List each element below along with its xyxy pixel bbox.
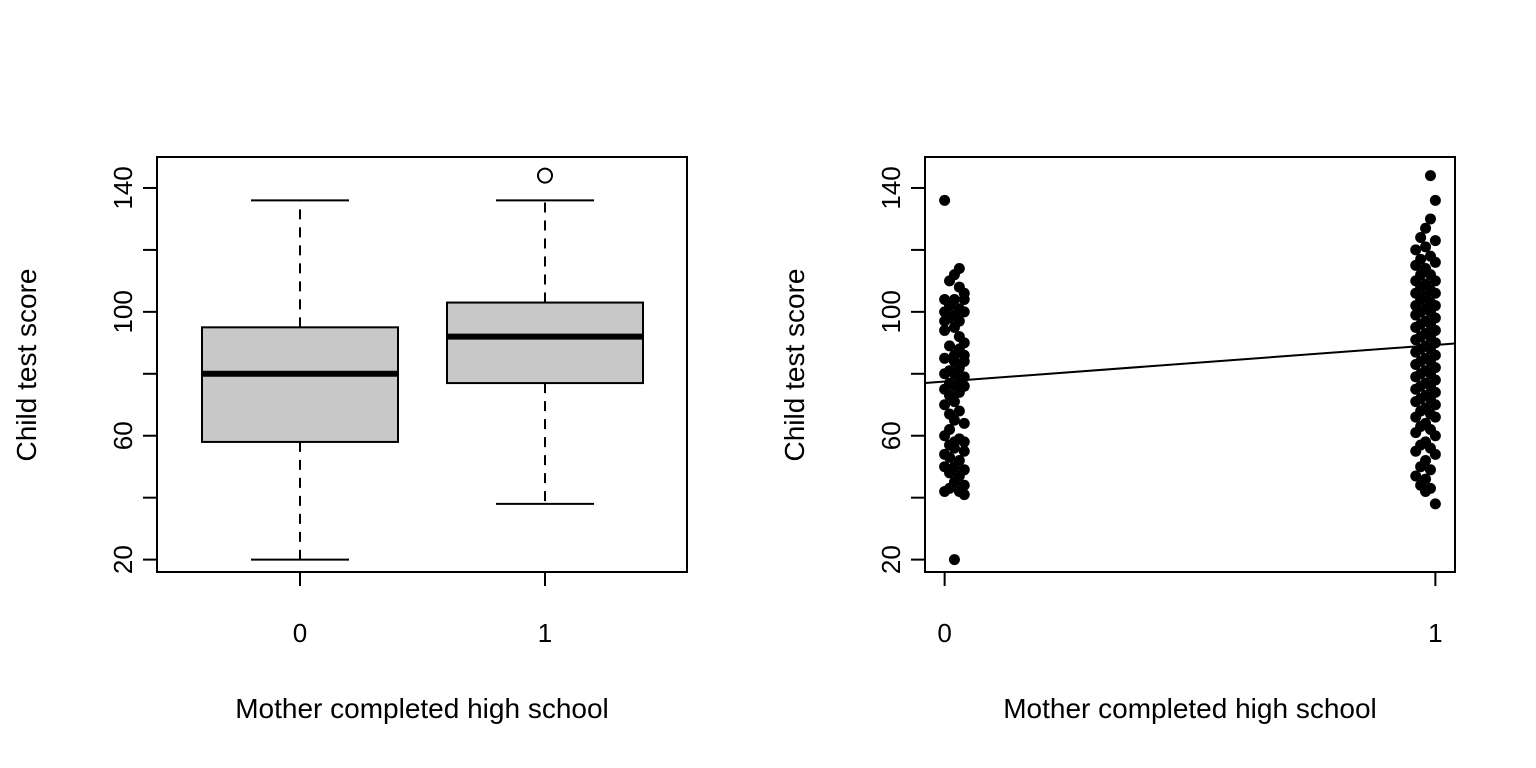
scatter-point [944, 467, 956, 479]
scatter-point [948, 554, 960, 566]
scatter-point [1429, 430, 1441, 442]
scatter-point [948, 414, 960, 426]
scatter-point [958, 293, 970, 305]
scatter-point [1410, 427, 1422, 439]
x-tick-label: 0 [937, 618, 951, 648]
scatter-point [944, 275, 956, 287]
scatter-point [1410, 383, 1422, 395]
y-axis: 20 60 100 140 [876, 166, 926, 574]
scatter-point [1420, 241, 1432, 253]
scatter-point [939, 430, 951, 442]
y-tick-label: 100 [108, 290, 138, 333]
scatter-point [1410, 359, 1422, 370]
scatter-point [1429, 411, 1441, 423]
scatter-point [958, 489, 970, 501]
y-tick-label: 20 [876, 545, 906, 574]
scatter-point [1415, 461, 1427, 473]
scatter-point [1410, 244, 1422, 256]
scatter-point [944, 340, 956, 352]
scatter-point [1410, 470, 1422, 482]
scatter-point [958, 306, 970, 318]
scatter-point [1410, 321, 1422, 333]
scatter-point [1424, 213, 1436, 225]
scatter-point [944, 451, 956, 463]
box-marks [201, 167, 644, 561]
scatter-point [1410, 334, 1422, 346]
scatter-point [1429, 287, 1441, 299]
scatter-point [1420, 485, 1432, 497]
scatter-point [1429, 498, 1441, 510]
y-axis-title: Child test score [779, 269, 810, 462]
y-tick-label: 60 [876, 421, 906, 450]
x-axis-title: Mother completed high school [1003, 693, 1377, 724]
scatter-point [939, 324, 951, 336]
scatter-point [1420, 222, 1432, 234]
scatter-point [1415, 232, 1427, 244]
scatter-point [948, 396, 960, 408]
y-tick-label: 60 [108, 421, 138, 450]
x-tick-label: 1 [538, 618, 552, 648]
scatter-point [953, 262, 965, 274]
outlier-point [537, 167, 553, 184]
scatter-point [939, 194, 951, 206]
scatter-point [1429, 194, 1441, 206]
scatter-point [1410, 259, 1422, 271]
y-axis-title: Child test score [11, 269, 42, 462]
scatter-point [939, 352, 951, 364]
scatter-point [1410, 309, 1422, 321]
iqr-box [446, 301, 644, 385]
scatter-point [939, 399, 951, 411]
box-0 [201, 199, 399, 561]
scatter-point [958, 436, 970, 448]
scatter-point [953, 405, 965, 417]
scatter-point [1410, 396, 1422, 408]
x-tick-label: 1 [1428, 618, 1442, 648]
scatter-point [1410, 346, 1422, 358]
scatter-point [1424, 170, 1436, 182]
y-tick-label: 100 [876, 290, 906, 333]
x-tick-label: 0 [293, 618, 307, 648]
y-axis: 20 60 100 140 [108, 166, 158, 574]
scatter-point [1429, 256, 1441, 268]
iqr-box [201, 326, 399, 443]
scatter-marks [924, 170, 1456, 566]
scatter-point [939, 315, 951, 327]
scatter-point [958, 445, 970, 457]
box-1 [446, 167, 644, 505]
y-tick-label: 140 [108, 166, 138, 209]
scatter-point [1410, 411, 1422, 423]
scatter-point [939, 485, 951, 497]
scatter-point [1410, 371, 1422, 383]
scatter-point [958, 417, 970, 429]
y-tick-label: 140 [876, 166, 906, 209]
regression-line [924, 342, 1456, 384]
scatter-point [1429, 275, 1441, 287]
y-tick-label: 20 [108, 545, 138, 574]
scatter-point [1429, 235, 1441, 247]
scatter-point [1410, 445, 1422, 457]
scatter-point [1429, 448, 1441, 460]
scatter-point [948, 442, 960, 454]
scatter-point [1429, 399, 1441, 411]
scatter-point [948, 321, 960, 333]
scatter-point [939, 368, 951, 380]
x-axis-title: Mother completed high school [235, 693, 609, 724]
scatter-point [1424, 464, 1436, 476]
scatter-point [953, 386, 965, 398]
